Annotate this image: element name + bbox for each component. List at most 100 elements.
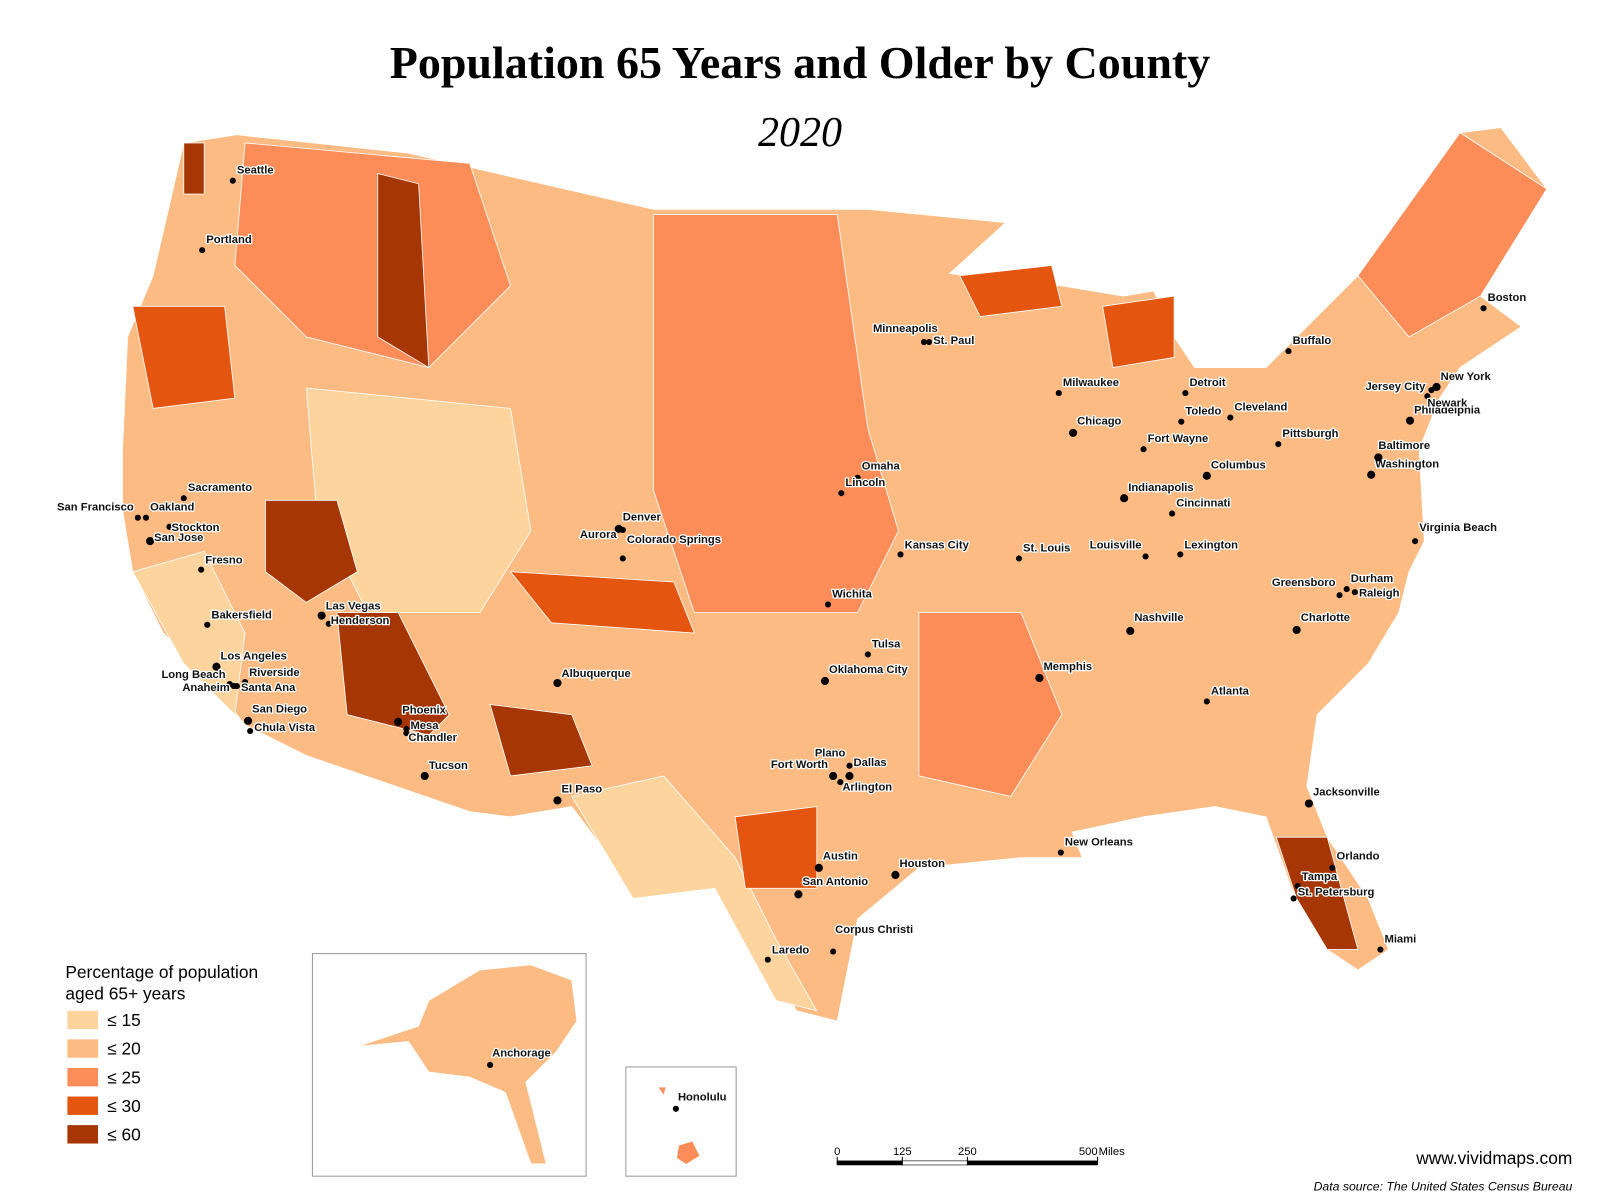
legend-title: Percentage of population — [65, 962, 258, 982]
city-label: Virginia Beach — [1419, 522, 1497, 534]
legend-label: ≤ 15 — [107, 1010, 141, 1030]
scale-segment — [836, 1160, 903, 1166]
city-dot — [794, 890, 803, 899]
city-dot — [247, 727, 254, 735]
alaska — [357, 964, 578, 1165]
legend-label: ≤ 25 — [107, 1067, 141, 1087]
city-label: New York — [1441, 371, 1492, 383]
city-label: Bakersfield — [211, 610, 272, 622]
city-label: Henderson — [331, 615, 390, 627]
legend-label: ≤ 20 — [107, 1039, 141, 1059]
city-dot — [1343, 586, 1350, 593]
city-dot — [180, 495, 187, 502]
city-label: St. Paul — [933, 335, 974, 347]
scale-segment — [967, 1160, 1098, 1166]
city-label: Buffalo — [1293, 335, 1332, 347]
legend-title: aged 65+ years — [65, 984, 185, 1004]
city-label: Chicago — [1077, 416, 1121, 428]
city-dot — [1142, 553, 1149, 560]
city-dot — [837, 779, 844, 786]
city-label: Wichita — [832, 588, 873, 600]
city-label: Fort Worth — [771, 759, 828, 771]
region-patch — [1275, 836, 1359, 950]
city-label: Pittsburgh — [1282, 428, 1338, 440]
city-label: Charlotte — [1301, 612, 1350, 624]
legend-swatch — [67, 1096, 99, 1115]
city-label: Mesa — [410, 720, 439, 732]
city-dot — [846, 762, 853, 769]
legend-label: ≤ 60 — [107, 1124, 141, 1144]
title: Population 65 Years and Older by County — [390, 37, 1210, 88]
city-label: Austin — [823, 851, 858, 863]
city-label: Minneapolis — [873, 323, 938, 335]
map-area: Seattle Portland Sacramento San Francisco Oa… — [56, 127, 1573, 1193]
city-dot — [233, 683, 240, 690]
city-dot — [394, 717, 403, 726]
city-dot — [1035, 673, 1044, 683]
city-dot — [1412, 538, 1419, 545]
city-dot — [553, 796, 562, 805]
city-dot — [864, 651, 871, 658]
city-dot — [1424, 393, 1431, 400]
city-label: Greensboro — [1272, 577, 1336, 589]
city-dot — [920, 338, 928, 346]
city-dot — [212, 662, 221, 671]
city-label: Orlando — [1336, 851, 1379, 863]
city-label: Tucson — [429, 760, 468, 772]
city-label: Phoenix — [402, 705, 446, 717]
city-dot — [1285, 348, 1292, 355]
city-label: Colorado Springs — [627, 534, 721, 546]
city-label: Jersey City — [1365, 381, 1426, 393]
city-dot — [229, 177, 236, 184]
city-dot — [1377, 946, 1384, 953]
region-patch — [265, 499, 358, 603]
city-label: Albuquerque — [562, 668, 631, 680]
scale-bar: 0 125 250 500 Miles — [834, 1146, 1125, 1166]
city-dot — [420, 771, 429, 781]
city-label: Memphis — [1043, 661, 1092, 673]
city-label: Corpus Christi — [835, 924, 913, 936]
city-label: Portland — [206, 234, 252, 246]
city-dot — [1432, 382, 1441, 392]
scale-tick-label: 125 — [893, 1146, 912, 1158]
city-dot — [1351, 589, 1358, 596]
city-dot — [845, 771, 854, 781]
county-patches — [132, 132, 1548, 1012]
city-label: Oakland — [150, 502, 194, 514]
region-patch — [1357, 132, 1548, 338]
city-dot — [824, 601, 832, 608]
city-label: San Jose — [154, 532, 203, 544]
city-label: Las Vegas — [326, 601, 381, 613]
city-layer: Seattle Portland Sacramento San Francisco Oa… — [56, 163, 1528, 1112]
city-label: Indianapolis — [1128, 482, 1193, 494]
city-label: Los Angeles — [221, 651, 287, 663]
city-dot — [838, 490, 845, 497]
city-label: El Paso — [562, 783, 603, 795]
city-dot — [204, 621, 211, 628]
city-label: Anchorage — [492, 1048, 551, 1060]
city-dot — [1055, 390, 1062, 397]
city-label: Boston — [1488, 292, 1527, 304]
city-label: Chandler — [408, 732, 457, 744]
city-label: Tulsa — [872, 638, 901, 650]
city-label: Long Beach — [161, 669, 225, 681]
city-label: Tampa — [1302, 871, 1338, 883]
city-dot — [317, 611, 326, 620]
city-label: Lexington — [1184, 539, 1238, 551]
city-label: San Antonio — [803, 876, 869, 888]
city-dot — [244, 716, 253, 725]
city-dot — [1294, 883, 1301, 890]
legend-swatch — [67, 1125, 99, 1144]
city-label: Toledo — [1185, 406, 1221, 418]
city-dot — [672, 1105, 679, 1112]
city-dot — [1290, 895, 1297, 902]
city-label: Jacksonville — [1313, 786, 1380, 798]
city-dot — [1367, 470, 1376, 479]
city-label: New Orleans — [1065, 836, 1133, 848]
region-patch — [918, 612, 1063, 797]
city-dot — [1329, 864, 1336, 871]
city-label: Baltimore — [1378, 440, 1430, 452]
city-label: Columbus — [1211, 460, 1266, 472]
